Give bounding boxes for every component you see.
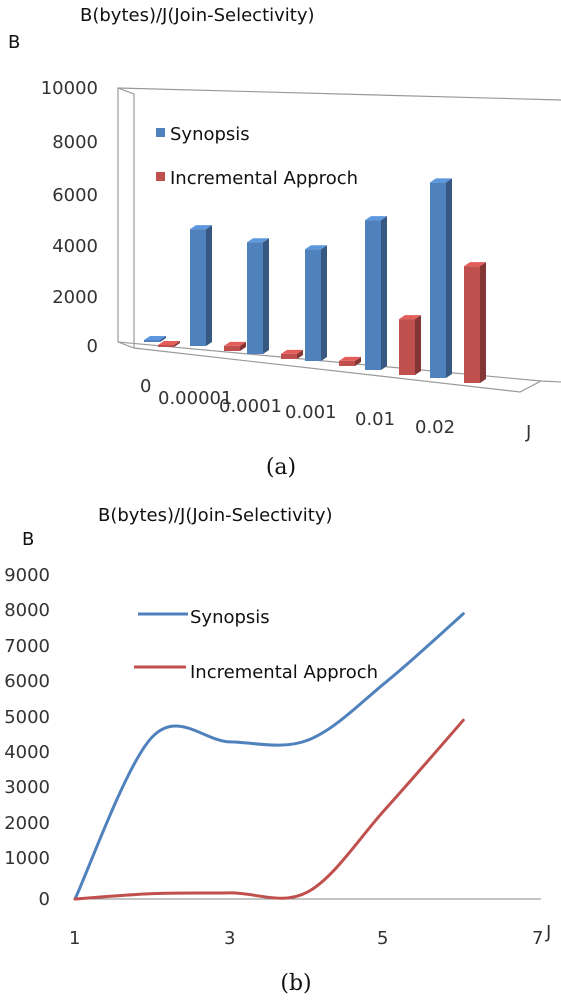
chart-a-bar-incremental-top bbox=[339, 356, 361, 361]
chart-a-bar-incremental bbox=[399, 319, 415, 375]
chart-a-side-edge bbox=[117, 87, 135, 348]
chart-a-x-tick: 0.001 bbox=[285, 402, 337, 423]
chart-a-x-tick: 0.01 bbox=[355, 409, 395, 430]
chart-a-x-tick: 0.00001 bbox=[158, 388, 232, 409]
chart-b-y-ticks: 9000 8000 7000 6000 5000 4000 3000 2000 … bbox=[4, 565, 50, 910]
chart-b-x-tick: 7 bbox=[532, 928, 543, 949]
chart-b-lines bbox=[73, 612, 465, 901]
chart-b-y-tick: 0 bbox=[39, 889, 50, 910]
chart-b-y-tick: 4000 bbox=[4, 742, 50, 763]
chart-b-legend-label-incremental: Incremental Approch bbox=[190, 662, 378, 683]
chart-a-bar-synopsis-top bbox=[430, 178, 452, 183]
chart-a-legend: Synopsis Incremental Approch bbox=[156, 124, 358, 189]
chart-a-bar-synopsis-top bbox=[305, 245, 327, 250]
chart-b-x-ticks: 1 3 5 7 bbox=[69, 928, 543, 949]
chart-b-x-tick: 1 bbox=[69, 928, 80, 949]
chart-a-title: B(bytes)/J(Join-Selectivity) bbox=[80, 5, 315, 26]
chart-a-x-tick: 0.0001 bbox=[219, 396, 282, 417]
chart-a-bar-synopsis-side bbox=[321, 245, 327, 361]
chart-a-x-ticks: 0 0.00001 0.0001 0.001 0.01 0.02 bbox=[140, 376, 455, 438]
chart-b-y-tick: 8000 bbox=[4, 600, 50, 621]
chart-b-y-tick: 9000 bbox=[4, 565, 50, 586]
chart-a-y-tick: 0 bbox=[87, 336, 98, 357]
chart-a-bar-synopsis bbox=[365, 220, 381, 370]
chart-a-y-tick: 2000 bbox=[52, 287, 98, 308]
chart-a-bar-incremental-side bbox=[240, 341, 246, 351]
chart-a-bar-synopsis bbox=[430, 182, 446, 378]
chart-a-bar-synopsis-top bbox=[144, 336, 166, 340]
chart-a-bar-incremental bbox=[464, 266, 480, 383]
chart-a-bar-incremental-side bbox=[174, 341, 180, 347]
chart-b-y-tick: 7000 bbox=[4, 636, 50, 657]
chart-a-bar-synopsis-side bbox=[160, 336, 166, 342]
chart-a-bar-synopsis bbox=[247, 242, 263, 354]
chart-a-bar-incremental bbox=[224, 345, 240, 351]
chart-b-y-tick: 3000 bbox=[4, 777, 50, 798]
chart-a-bar-incremental-top bbox=[464, 262, 486, 267]
chart-b-y-tick: 5000 bbox=[4, 707, 50, 728]
chart-a-bar-synopsis bbox=[190, 229, 206, 346]
chart-a-x-tick: 0 bbox=[140, 376, 151, 397]
chart-a-bar-synopsis bbox=[144, 340, 160, 342]
chart-a-y-tick: 10000 bbox=[41, 78, 98, 99]
chart-b-x-axis-label: J bbox=[545, 922, 551, 943]
chart-a-y-tick: 8000 bbox=[52, 132, 98, 153]
chart-b-series-line-incremental bbox=[73, 718, 465, 901]
chart-a-bar-synopsis-side bbox=[263, 238, 269, 354]
chart-a-bar-synopsis bbox=[305, 249, 321, 361]
chart-b-caption: (b) bbox=[280, 971, 311, 996]
chart-a-bar-synopsis-top bbox=[365, 216, 387, 221]
chart-b-y-tick: 6000 bbox=[4, 671, 50, 692]
chart-a-bar-incremental bbox=[158, 345, 174, 347]
chart-a-x-axis-label: J bbox=[525, 422, 531, 443]
chart-a-y-tick: 6000 bbox=[52, 185, 98, 206]
chart-a-bar-incremental-side bbox=[355, 356, 361, 366]
chart-a: B(bytes)/J(Join-Selectivity) B 10000 800… bbox=[8, 5, 561, 480]
chart-a-y-ticks: 10000 8000 6000 4000 2000 0 bbox=[41, 78, 98, 357]
chart-b-y-tick: 2000 bbox=[4, 813, 50, 834]
chart-b-legend: Synopsis Incremental Approch bbox=[134, 607, 378, 683]
chart-a-back-wall bbox=[117, 87, 561, 383]
chart-b-legend-label-synopsis: Synopsis bbox=[190, 607, 270, 628]
chart-a-bar-synopsis-side bbox=[206, 225, 212, 346]
chart-a-y-tick: 4000 bbox=[52, 236, 98, 257]
chart-a-bar-incremental-top bbox=[399, 315, 421, 320]
chart-a-bar-incremental-top bbox=[158, 341, 180, 345]
chart-a-bar-synopsis-top bbox=[190, 225, 212, 230]
chart-b-title: B(bytes)/J(Join-Selectivity) bbox=[98, 505, 333, 526]
chart-b-y-tick: 1000 bbox=[4, 848, 50, 869]
chart-b: B(bytes)/J(Join-Selectivity) B 9000 8000… bbox=[4, 505, 551, 996]
chart-b-x-tick: 5 bbox=[377, 928, 388, 949]
chart-a-bar-synopsis-side bbox=[381, 216, 387, 370]
chart-a-floor bbox=[117, 341, 542, 393]
chart-a-bar-incremental-top bbox=[224, 341, 246, 346]
chart-a-bar-synopsis-top bbox=[247, 238, 269, 243]
chart-a-legend-label-synopsis: Synopsis bbox=[170, 124, 250, 145]
chart-a-caption: (a) bbox=[266, 455, 296, 480]
chart-a-legend-label-incremental: Incremental Approch bbox=[170, 168, 358, 189]
chart-a-x-tick: 0.02 bbox=[415, 417, 455, 438]
chart-b-y-axis-label: B bbox=[22, 529, 34, 550]
chart-a-bar-incremental bbox=[339, 360, 355, 366]
chart-a-bar-incremental-side bbox=[297, 349, 303, 359]
chart-a-bar-incremental bbox=[281, 353, 297, 359]
chart-a-bar-incremental-side bbox=[415, 315, 421, 375]
chart-a-legend-swatch-synopsis bbox=[156, 128, 165, 137]
chart-a-legend-swatch-incremental bbox=[156, 172, 165, 181]
chart-a-bar-incremental-side bbox=[480, 262, 486, 383]
chart-a-y-axis-label: B bbox=[8, 32, 20, 53]
chart-a-bar-synopsis-side bbox=[446, 178, 452, 378]
chart-a-bars bbox=[144, 178, 486, 383]
chart-b-series-line-synopsis bbox=[73, 612, 465, 901]
chart-b-x-tick: 3 bbox=[224, 928, 235, 949]
chart-a-bar-incremental-top bbox=[281, 349, 303, 354]
